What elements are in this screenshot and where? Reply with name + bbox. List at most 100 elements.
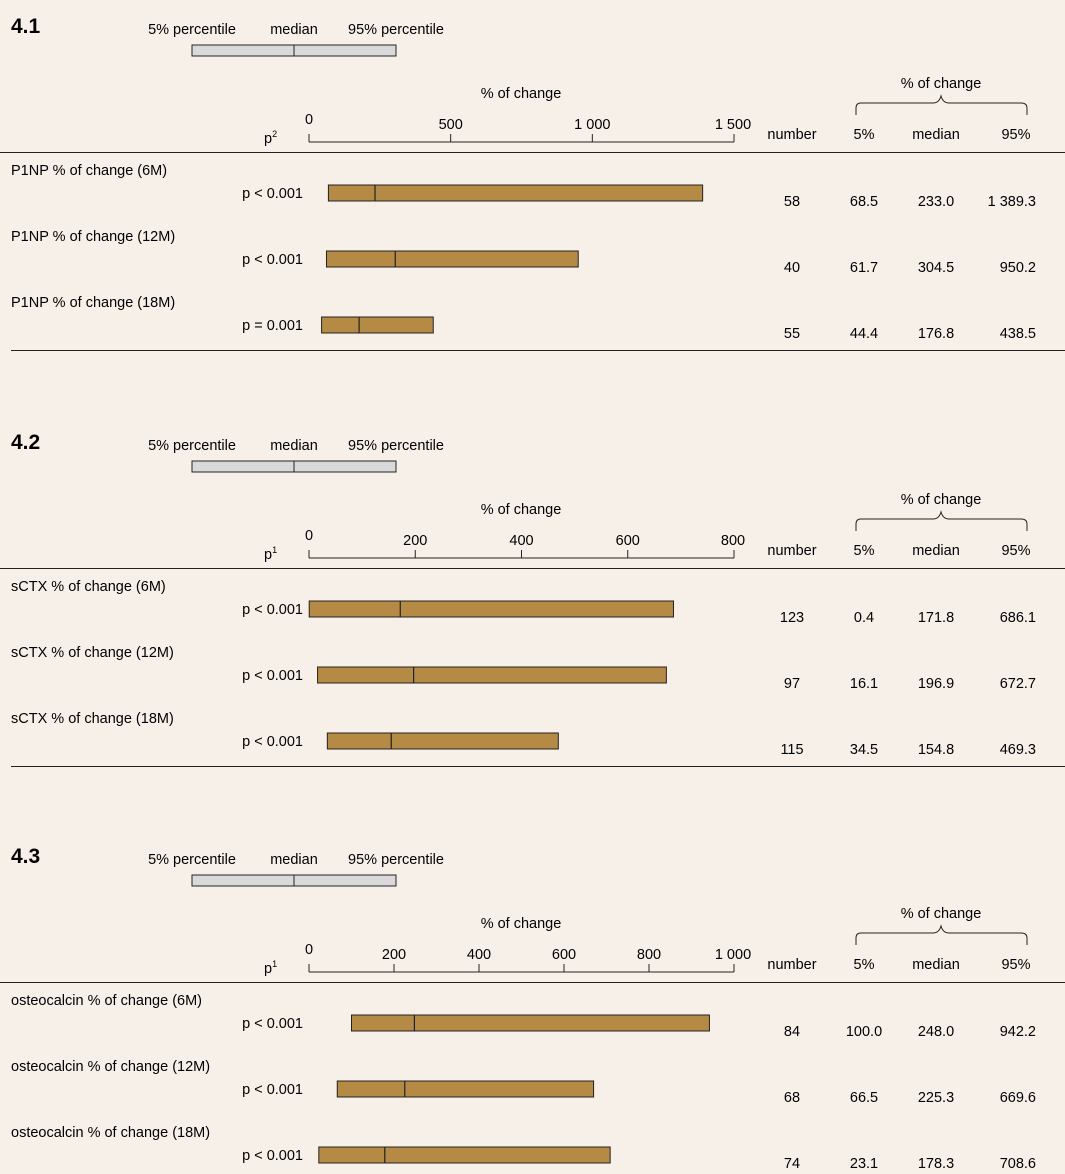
percentile-range-bar bbox=[351, 1014, 710, 1032]
row-p95-value: 672.7 bbox=[1000, 676, 1036, 692]
x-axis-title: % of change bbox=[481, 502, 562, 518]
row-p5-value: 100.0 bbox=[846, 1024, 882, 1040]
stats-group-brace bbox=[855, 94, 1028, 115]
p-value-header: p2 bbox=[264, 129, 277, 147]
x-axis-title: % of change bbox=[481, 86, 562, 102]
row-number: 68 bbox=[784, 1090, 800, 1106]
row-label: osteocalcin % of change (12M) bbox=[11, 1059, 210, 1075]
row-number: 97 bbox=[784, 676, 800, 692]
stats-group-header: % of change bbox=[901, 906, 982, 922]
row-p5-value: 44.4 bbox=[850, 326, 878, 342]
number-header: number bbox=[767, 543, 816, 559]
x-tick-label: 600 bbox=[552, 947, 576, 963]
x-tick-label: 600 bbox=[616, 533, 640, 549]
row-median-value: 233.0 bbox=[918, 194, 954, 210]
x-tick-label: 1 000 bbox=[715, 947, 751, 963]
x-tick-label: 200 bbox=[382, 947, 406, 963]
row-median-value: 178.3 bbox=[918, 1156, 954, 1172]
row-p-value: p < 0.001 bbox=[242, 1016, 303, 1032]
legend-high-label: 95% percentile bbox=[348, 22, 444, 38]
row-p95-value: 669.6 bbox=[1000, 1090, 1036, 1106]
p-header-letter: p bbox=[264, 131, 272, 147]
p-header-letter: p bbox=[264, 961, 272, 977]
row-label: osteocalcin % of change (6M) bbox=[11, 993, 202, 1009]
row-p5-value: 66.5 bbox=[850, 1090, 878, 1106]
row-p-value: p < 0.001 bbox=[242, 1148, 303, 1164]
p-header-letter: p bbox=[264, 547, 272, 563]
legend-high-label: 95% percentile bbox=[348, 852, 444, 868]
legend-median-label: median bbox=[270, 852, 318, 868]
median-header: median bbox=[912, 127, 960, 143]
row-p-value: p < 0.001 bbox=[242, 1082, 303, 1098]
x-tick-label: 800 bbox=[721, 533, 745, 549]
percentile-range-bar bbox=[336, 1080, 595, 1098]
row-median-value: 176.8 bbox=[918, 326, 954, 342]
row-p95-value: 469.3 bbox=[1000, 742, 1036, 758]
number-header: number bbox=[767, 127, 816, 143]
row-label: P1NP % of change (6M) bbox=[11, 163, 167, 179]
median-header: median bbox=[912, 543, 960, 559]
row-p5-value: 68.5 bbox=[850, 194, 878, 210]
p5-header: 5% bbox=[854, 957, 875, 973]
panel-label: 4.2 bbox=[11, 431, 40, 454]
panel-3: 4.3 5% percentile median 95% percentile % of… bbox=[0, 845, 1065, 1172]
table-row: P1NP % of change (6M) p < 0.001 58 68.5 233.… bbox=[11, 163, 1036, 210]
p5-header: 5% bbox=[854, 543, 875, 559]
row-p5-value: 61.7 bbox=[850, 260, 878, 276]
row-p95-value: 438.5 bbox=[1000, 326, 1036, 342]
table-row: P1NP % of change (18M) p = 0.001 55 44.4 176… bbox=[11, 295, 1036, 342]
p95-header: 95% bbox=[1001, 957, 1030, 973]
legend-high-label: 95% percentile bbox=[348, 438, 444, 454]
x-tick-label: 1 500 bbox=[715, 117, 751, 133]
p-header-superscript: 2 bbox=[272, 129, 277, 139]
row-p5-value: 23.1 bbox=[850, 1156, 878, 1172]
row-number: 123 bbox=[780, 610, 804, 626]
row-p95-value: 942.2 bbox=[1000, 1024, 1036, 1040]
row-label: sCTX % of change (12M) bbox=[11, 645, 174, 661]
row-number: 74 bbox=[784, 1156, 800, 1172]
row-p-value: p < 0.001 bbox=[242, 186, 303, 202]
row-median-value: 196.9 bbox=[918, 676, 954, 692]
legend-median-label: median bbox=[270, 438, 318, 454]
percentile-range-bar bbox=[321, 316, 434, 334]
p-header-superscript: 1 bbox=[272, 545, 277, 555]
legend-low-label: 5% percentile bbox=[148, 438, 236, 454]
percentile-range-bar bbox=[327, 184, 704, 202]
p-value-header: p1 bbox=[264, 545, 277, 563]
table-row: sCTX % of change (18M) p < 0.001 115 34.5 15… bbox=[11, 711, 1036, 758]
row-label: sCTX % of change (6M) bbox=[11, 579, 166, 595]
table-row: osteocalcin % of change (18M) p < 0.001 74… bbox=[11, 1125, 1036, 1172]
row-label: P1NP % of change (18M) bbox=[11, 295, 175, 311]
number-header: number bbox=[767, 957, 816, 973]
table-row: P1NP % of change (12M) p < 0.001 40 61.7 304… bbox=[11, 229, 1036, 276]
x-tick-label: 400 bbox=[467, 947, 491, 963]
row-p5-value: 0.4 bbox=[854, 610, 874, 626]
row-number: 55 bbox=[784, 326, 800, 342]
p-value-header: p1 bbox=[264, 959, 277, 977]
p5-header: 5% bbox=[854, 127, 875, 143]
row-median-value: 154.8 bbox=[918, 742, 954, 758]
median-header: median bbox=[912, 957, 960, 973]
x-tick-label: 800 bbox=[637, 947, 661, 963]
row-label: osteocalcin % of change (18M) bbox=[11, 1125, 210, 1141]
panel-2: 4.2 5% percentile median 95% percentile % of… bbox=[0, 431, 1065, 767]
row-median-value: 225.3 bbox=[918, 1090, 954, 1106]
legend-low-label: 5% percentile bbox=[148, 22, 236, 38]
row-label: P1NP % of change (12M) bbox=[11, 229, 175, 245]
x-tick-label: 400 bbox=[509, 533, 533, 549]
stats-group-brace bbox=[855, 510, 1028, 531]
percentile-range-bar bbox=[326, 732, 559, 750]
row-p95-value: 686.1 bbox=[1000, 610, 1036, 626]
row-number: 115 bbox=[780, 742, 803, 758]
x-tick-label: 0 bbox=[305, 528, 313, 544]
row-p-value: p < 0.001 bbox=[242, 602, 303, 618]
row-number: 58 bbox=[784, 194, 800, 210]
row-label: sCTX % of change (18M) bbox=[11, 711, 174, 727]
row-p5-value: 16.1 bbox=[850, 676, 878, 692]
row-median-value: 248.0 bbox=[918, 1024, 954, 1040]
x-axis-title: % of change bbox=[481, 916, 562, 932]
row-number: 40 bbox=[784, 260, 800, 276]
row-p-value: p < 0.001 bbox=[242, 734, 303, 750]
table-row: sCTX % of change (12M) p < 0.001 97 16.1 196… bbox=[11, 645, 1036, 692]
